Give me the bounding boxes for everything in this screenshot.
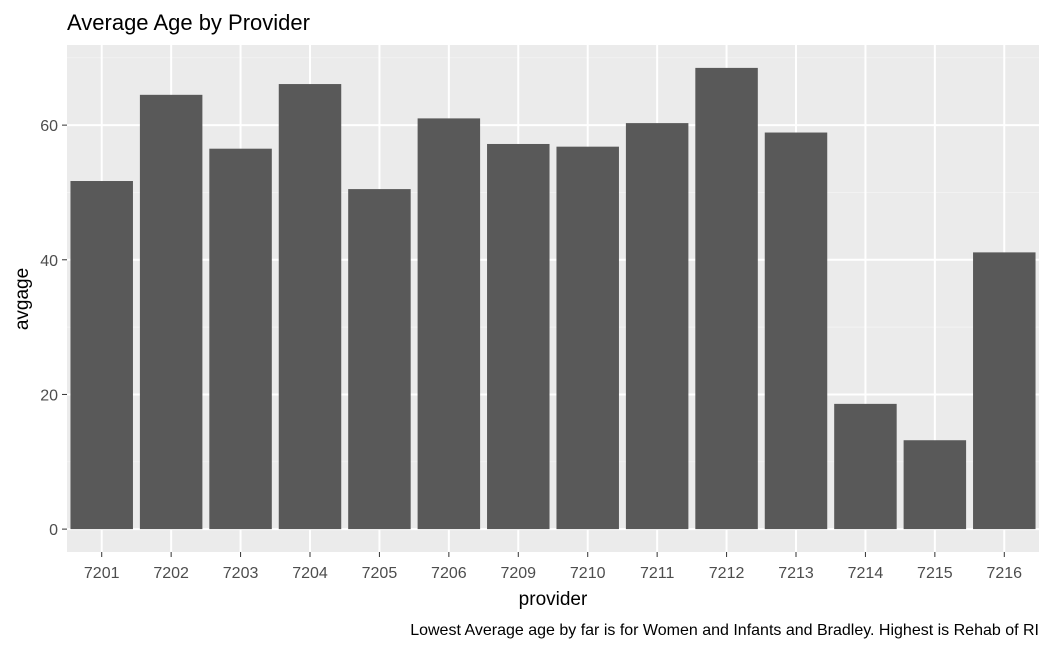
bar-7206 [417,118,481,530]
bar-7205 [348,189,411,530]
x-tick-label: 7213 [778,565,814,582]
bar-7210 [556,146,619,530]
x-tick-label: 7204 [292,565,328,582]
chart-title: Average Age by Provider [67,10,310,35]
bar-7202 [139,94,203,530]
bar-7216 [973,252,1036,530]
x-axis-label: provider [519,589,588,610]
y-axis-label: avgage [12,268,33,330]
bar-7203 [209,148,272,530]
bar-7215 [903,440,967,530]
x-tick-label: 7205 [362,565,398,582]
x-tick-label: 7202 [153,565,189,582]
chart-caption: Lowest Average age by far is for Women a… [410,622,1039,639]
y-tick-label: 0 [49,522,58,539]
x-tick-label: 7215 [917,565,953,582]
x-tick-label: 7216 [986,565,1022,582]
x-tick-label: 7211 [640,565,675,582]
bar-7204 [278,84,342,530]
x-tick-label: 7203 [223,565,259,582]
x-axis: 7201 7202 7203 7204 7205 7206 7209 7210 7211 7212… [84,552,1022,582]
bar-7211 [625,123,689,530]
x-tick-label: 7214 [848,565,884,582]
bar-7209 [487,143,550,530]
bar-7201 [70,181,133,530]
bar-7213 [764,132,828,530]
x-tick-label: 7206 [431,565,467,582]
y-tick-label: 20 [40,387,58,404]
bar-7214 [834,403,897,530]
y-tick-label: 40 [40,253,58,270]
x-tick-label: 7212 [709,565,745,582]
bars [70,67,1036,530]
bar-7212 [695,67,758,530]
x-tick-label: 7210 [570,565,606,582]
y-axis: 0 20 40 60 [40,118,67,539]
x-tick-label: 7201 [84,565,120,582]
y-tick-label: 60 [40,118,58,135]
x-tick-label: 7209 [500,565,536,582]
